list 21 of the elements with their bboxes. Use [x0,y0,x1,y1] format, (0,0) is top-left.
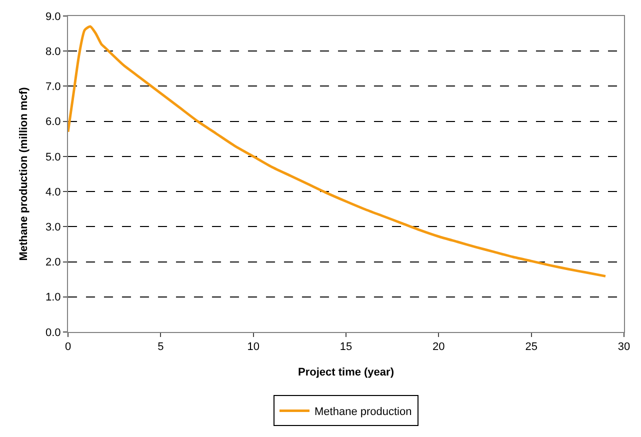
x-axis-title: Project time (year) [298,366,394,378]
y-tick-label: 1.0 [46,292,61,304]
legend-label: Methane production [314,406,412,418]
y-tick-label: 6.0 [46,116,61,128]
x-tick-label: 0 [64,341,72,354]
y-tick-label: 2.0 [46,256,61,269]
x-tick-label: 20 [432,341,445,354]
x-tick-label: 25 [525,341,538,354]
y-tick-label: 5.0 [46,151,61,164]
y-tick-label: 3.0 [46,222,61,234]
x-tick-label: 15 [340,341,352,354]
y-tick-label: 9.0 [46,10,61,23]
x-tick-label: 10 [247,341,260,354]
y-tick-label: 4.0 [46,186,61,198]
y-tick-label: 7.0 [46,81,61,94]
x-tick-label: 30 [618,341,630,354]
y-axis-title: Methane production (million mcf) [18,86,30,261]
line-series [68,25,607,278]
y-tick-label: 0.0 [46,326,61,339]
y-tick-label: 8.0 [46,46,61,58]
x-tick-label: 5 [158,341,164,354]
